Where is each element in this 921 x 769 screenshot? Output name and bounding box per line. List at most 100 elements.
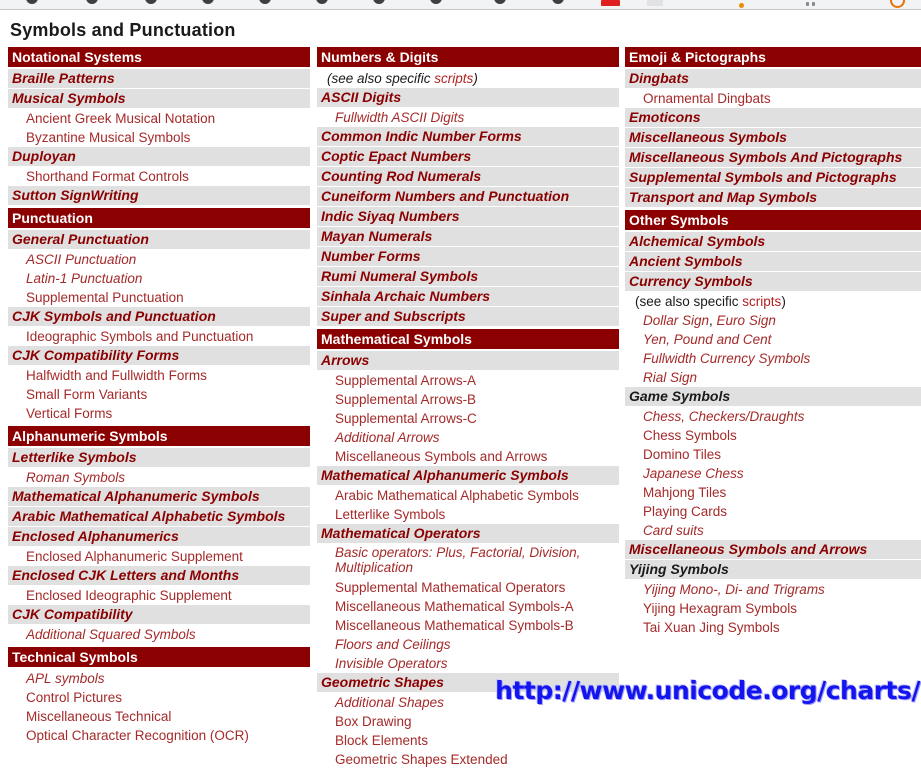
chart-link[interactable]: Yijing Hexagram Symbols [643,601,798,616]
category-link[interactable]: Miscellaneous Symbols [625,128,921,147]
inline-link[interactable]: Dollar Sign [643,313,710,328]
category-link[interactable]: Enclosed Alphanumerics [8,527,310,546]
chart-link[interactable]: Fullwidth ASCII Digits [335,110,465,125]
chart-link[interactable]: Chess Symbols [643,428,737,443]
chart-link[interactable]: Miscellaneous Mathematical Symbols-B [335,618,574,633]
chart-link[interactable]: Additional Squared Symbols [26,627,196,642]
category-link[interactable]: Indic Siyaq Numbers [317,207,619,226]
gray-favicon-mark[interactable] [812,2,815,6]
category-link[interactable]: Letterlike Symbols [8,448,310,467]
chart-link[interactable]: Supplemental Punctuation [26,290,184,305]
category-link[interactable]: Duployan [8,147,310,166]
chart-link[interactable]: Yijing Mono-, Di- and Trigrams [643,582,825,597]
favicon-dot[interactable] [26,0,38,4]
chart-link[interactable]: Halfwidth and Fullwidth Forms [26,368,207,383]
chart-link[interactable]: Basic operators: Plus, Factorial, Divisi… [335,545,581,575]
inline-link[interactable]: scripts [742,294,782,309]
category-link[interactable]: Number Forms [317,247,619,266]
category-link[interactable]: Emoticons [625,108,921,127]
chart-link[interactable]: Miscellaneous Symbols and Arrows [335,449,548,464]
favicon-dot[interactable] [259,0,271,4]
chart-link[interactable]: Dollar Sign, Euro Sign [625,311,921,330]
chart-link[interactable]: Additional Arrows [335,430,440,445]
category-link[interactable]: Mathematical Alphanumeric Symbols [317,466,619,485]
category-link[interactable]: Ancient Symbols [625,252,921,271]
chart-link[interactable]: ASCII Punctuation [26,252,137,267]
category-link[interactable]: Sutton SignWriting [8,186,310,205]
category-link[interactable]: Alchemical Symbols [625,232,921,251]
category-link[interactable]: Miscellaneous Symbols and Arrows [625,540,921,559]
orange-favicon-dot[interactable] [739,3,744,8]
category-link[interactable]: Sinhala Archaic Numbers [317,287,619,306]
chart-link[interactable]: Latin-1 Punctuation [26,271,143,286]
chart-link[interactable]: Miscellaneous Technical [26,709,172,724]
gray-favicon[interactable] [647,0,663,6]
category-link[interactable]: Rumi Numeral Symbols [317,267,619,286]
category-link[interactable]: Geometric Shapes [317,673,619,692]
favicon-dot[interactable] [430,0,442,4]
chart-link[interactable]: Floors and Ceilings [335,637,451,652]
favicon-dot[interactable] [552,0,564,4]
category-link[interactable]: Arabic Mathematical Alphabetic Symbols [8,507,310,526]
category-link[interactable]: Mathematical Operators [317,524,619,543]
chart-link[interactable]: Roman Symbols [26,470,126,485]
chart-link[interactable]: Control Pictures [26,690,123,705]
orange-ring-favicon[interactable] [890,0,905,8]
favicon-dot[interactable] [145,0,157,4]
chart-link[interactable]: Supplemental Arrows-A [335,373,477,388]
chart-link[interactable]: Box Drawing [335,714,412,729]
chart-link[interactable]: Enclosed Ideographic Supplement [26,588,232,603]
chart-link[interactable]: Vertical Forms [26,406,113,421]
chart-link[interactable]: Ancient Greek Musical Notation [26,111,216,126]
category-link[interactable]: Cuneiform Numbers and Punctuation [317,187,619,206]
chart-link[interactable]: Playing Cards [643,504,728,519]
chart-link[interactable]: Arabic Mathematical Alphabetic Symbols [335,488,579,503]
chart-link[interactable]: Yen, Pound and Cent [643,332,772,347]
category-link[interactable]: Yijing Symbols [625,560,921,579]
category-link[interactable]: Transport and Map Symbols [625,188,921,207]
chart-link[interactable]: Tai Xuan Jing Symbols [643,620,780,635]
category-link[interactable]: Currency Symbols [625,272,921,291]
chart-link[interactable]: Optical Character Recognition (OCR) [26,728,249,743]
chart-link[interactable]: Byzantine Musical Symbols [26,130,191,145]
category-link[interactable]: Coptic Epact Numbers [317,147,619,166]
chart-link[interactable]: Shorthand Format Controls [26,169,189,184]
chart-link[interactable]: Domino Tiles [643,447,722,462]
favicon-dot[interactable] [202,0,214,4]
gray-favicon-mark[interactable] [806,2,809,6]
category-link[interactable]: Supplemental Symbols and Pictographs [625,168,921,187]
chart-link[interactable]: Rial Sign [643,370,698,385]
chart-link[interactable]: APL symbols [26,671,105,686]
red-favicon[interactable] [601,0,620,6]
chart-link[interactable]: Fullwidth Currency Symbols [643,351,811,366]
inline-link[interactable]: scripts [434,71,474,86]
category-link[interactable]: CJK Compatibility [8,605,310,624]
favicon-dot[interactable] [373,0,385,4]
category-link[interactable]: CJK Symbols and Punctuation [8,307,310,326]
favicon-dot[interactable] [86,0,98,4]
category-link[interactable]: ASCII Digits [317,88,619,107]
category-link[interactable]: Enclosed CJK Letters and Months [8,566,310,585]
category-link[interactable]: General Punctuation [8,230,310,249]
favicon-dot[interactable] [494,0,506,4]
category-link[interactable]: CJK Compatibility Forms [8,346,310,365]
chart-link[interactable]: Enclosed Alphanumeric Supplement [26,549,243,564]
chart-link[interactable]: Japanese Chess [643,466,744,481]
chart-link[interactable]: Additional Shapes [335,695,444,710]
category-link[interactable]: Musical Symbols [8,89,310,108]
category-link[interactable]: Braille Patterns [8,69,310,88]
category-link[interactable]: Game Symbols [625,387,921,406]
chart-link[interactable]: Supplemental Mathematical Operators [335,580,566,595]
category-link[interactable]: Mathematical Alphanumeric Symbols [8,487,310,506]
chart-link[interactable]: Invisible Operators [335,656,448,671]
chart-link[interactable]: Mahjong Tiles [643,485,727,500]
category-link[interactable]: Counting Rod Numerals [317,167,619,186]
category-link[interactable]: Dingbats [625,69,921,88]
inline-link[interactable]: Euro Sign [716,313,776,328]
chart-link[interactable]: Ideographic Symbols and Punctuation [26,329,254,344]
category-link[interactable]: Common Indic Number Forms [317,127,619,146]
chart-link[interactable]: Miscellaneous Mathematical Symbols-A [335,599,574,614]
chart-link[interactable]: Letterlike Symbols [335,507,446,522]
category-link[interactable]: Mayan Numerals [317,227,619,246]
chart-link[interactable]: Ornamental Dingbats [643,91,771,106]
